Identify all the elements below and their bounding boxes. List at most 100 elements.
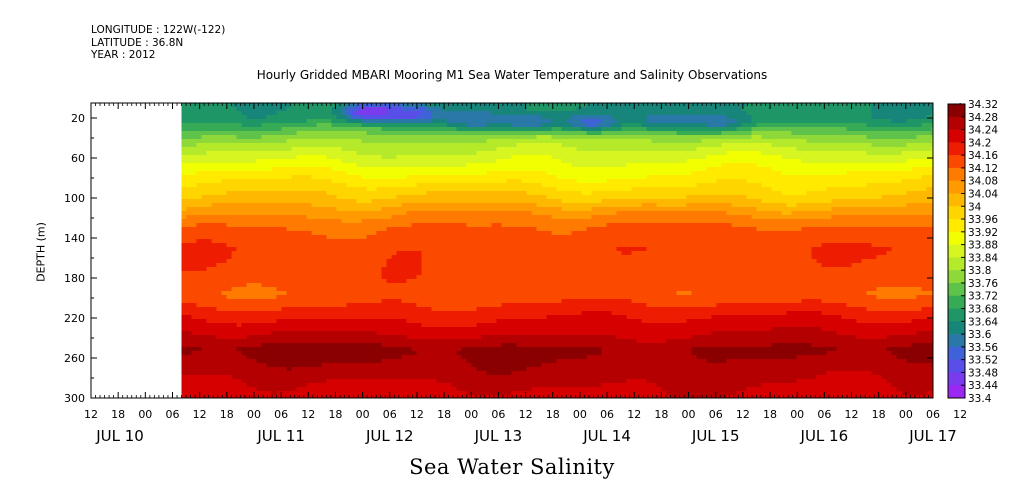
heatmap-cell xyxy=(281,175,288,180)
heatmap-cell xyxy=(211,395,218,398)
heatmap-cell xyxy=(431,359,438,364)
heatmap-cell xyxy=(191,247,198,252)
heatmap-cell xyxy=(286,111,293,116)
heatmap-cell xyxy=(486,179,493,184)
heatmap-cell xyxy=(296,227,303,232)
heatmap-cell xyxy=(461,203,468,208)
heatmap-cell xyxy=(221,283,228,288)
heatmap-cell xyxy=(501,343,508,348)
heatmap-cell xyxy=(371,295,378,300)
heatmap-cell xyxy=(476,183,483,188)
heatmap-cell xyxy=(416,123,423,128)
heatmap-cell xyxy=(231,335,238,340)
heatmap-cell xyxy=(281,203,288,208)
heatmap-cell xyxy=(406,235,413,240)
heatmap-cell xyxy=(436,327,443,332)
heatmap-cell xyxy=(346,111,353,116)
heatmap-cell xyxy=(436,123,443,128)
heatmap-cell xyxy=(206,339,213,344)
heatmap-cell xyxy=(256,383,263,388)
heatmap-cell xyxy=(496,367,503,372)
heatmap-cell xyxy=(256,275,263,280)
heatmap-cell xyxy=(271,227,278,232)
heatmap-cell xyxy=(471,215,478,220)
heatmap-cell xyxy=(386,263,393,268)
heatmap-cell xyxy=(231,199,238,204)
heatmap-cell xyxy=(191,111,198,116)
heatmap-cell xyxy=(216,391,223,396)
heatmap-cell xyxy=(321,335,328,340)
heatmap-cell xyxy=(221,287,228,292)
heatmap-cell xyxy=(241,391,248,396)
heatmap-cell xyxy=(516,151,523,156)
heatmap-cell xyxy=(471,247,478,252)
heatmap-cell xyxy=(366,299,373,304)
heatmap-cell xyxy=(331,199,338,204)
heatmap-cell xyxy=(436,355,443,360)
heatmap-cell xyxy=(481,235,488,240)
heatmap-cell xyxy=(346,147,353,152)
heatmap-cell xyxy=(181,279,188,284)
heatmap-cell xyxy=(401,307,408,312)
heatmap-cell xyxy=(476,283,483,288)
heatmap-cell xyxy=(396,263,403,268)
heatmap-cell xyxy=(301,275,308,280)
heatmap-cell xyxy=(351,191,358,196)
heatmap-cell xyxy=(256,387,263,392)
heatmap-cell xyxy=(211,147,218,152)
heatmap-cell xyxy=(356,203,363,208)
heatmap-cell xyxy=(266,187,273,192)
heatmap-cell xyxy=(261,279,268,284)
heatmap-cell xyxy=(336,199,343,204)
heatmap-cell xyxy=(401,123,408,128)
heatmap-cell xyxy=(416,151,423,156)
heatmap-cell xyxy=(296,383,303,388)
heatmap-cell xyxy=(401,163,408,168)
heatmap-cell xyxy=(421,339,428,344)
heatmap-cell xyxy=(471,179,478,184)
heatmap-cell xyxy=(236,239,243,244)
heatmap-cell xyxy=(496,351,503,356)
heatmap-cell xyxy=(436,179,443,184)
heatmap-cell xyxy=(346,355,353,360)
heatmap-cell xyxy=(456,267,463,272)
heatmap-cell xyxy=(366,279,373,284)
heatmap-cell xyxy=(341,231,348,236)
heatmap-cell xyxy=(461,299,468,304)
heatmap-cell xyxy=(261,299,268,304)
heatmap-cell xyxy=(346,219,353,224)
heatmap-cell xyxy=(371,211,378,216)
heatmap-cell xyxy=(326,375,333,380)
heatmap-cell xyxy=(216,383,223,388)
heatmap-cell xyxy=(406,279,413,284)
heatmap-cell xyxy=(501,267,508,272)
heatmap-cell xyxy=(491,283,498,288)
heatmap-cell xyxy=(511,327,518,332)
heatmap-cell xyxy=(196,367,203,372)
heatmap-cell xyxy=(331,311,338,316)
heatmap-cell xyxy=(226,195,233,200)
heatmap-cell xyxy=(446,187,453,192)
heatmap-cell xyxy=(411,391,418,396)
heatmap-cell xyxy=(281,347,288,352)
heatmap-cell xyxy=(261,123,268,128)
heatmap-cell xyxy=(336,135,343,140)
heatmap-cell xyxy=(506,159,513,164)
heatmap-cell xyxy=(241,175,248,180)
heatmap-cell xyxy=(326,171,333,176)
heatmap-cell xyxy=(286,159,293,164)
heatmap-cell xyxy=(316,295,323,300)
heatmap-cell xyxy=(446,395,453,398)
heatmap-cell xyxy=(286,219,293,224)
heatmap-cell xyxy=(266,215,273,220)
heatmap-cell xyxy=(251,331,258,336)
heatmap-cell xyxy=(316,139,323,144)
heatmap-cell xyxy=(296,331,303,336)
heatmap-cell xyxy=(436,159,443,164)
heatmap-cell xyxy=(516,211,523,216)
heatmap-cell xyxy=(186,207,193,212)
heatmap-cell xyxy=(391,151,398,156)
heatmap-cell xyxy=(231,391,238,396)
heatmap-cell xyxy=(426,179,433,184)
heatmap-cell xyxy=(351,247,358,252)
